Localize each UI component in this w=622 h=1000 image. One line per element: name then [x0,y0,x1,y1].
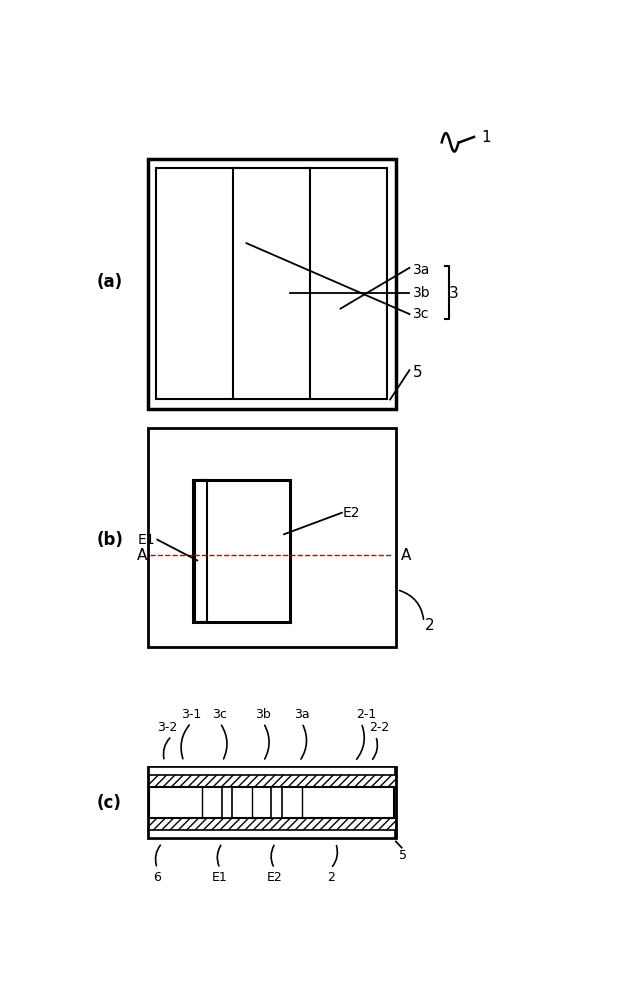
Text: 3a: 3a [294,708,310,721]
Text: 3: 3 [449,286,458,301]
Text: 3-1: 3-1 [182,708,202,721]
Text: 3c: 3c [213,708,228,721]
Bar [147,158,396,409]
Bar [149,787,394,818]
Text: 2: 2 [425,618,434,633]
Text: 3-2: 3-2 [157,721,177,734]
Bar [147,767,396,838]
Bar [156,168,388,399]
Text: 3c: 3c [413,307,429,321]
Bar [195,480,207,622]
Bar [147,428,396,647]
Text: 2-1: 2-1 [356,708,377,721]
Text: E1: E1 [212,871,228,884]
Text: (c): (c) [97,794,122,812]
Text: 5: 5 [399,849,407,862]
Text: E1: E1 [138,533,156,547]
Text: 6: 6 [154,871,161,884]
Text: 3a: 3a [413,263,430,277]
Text: 3b: 3b [256,708,271,721]
Text: (a): (a) [97,273,123,291]
Bar [222,787,233,818]
Bar [147,767,396,838]
Text: E2: E2 [343,506,360,520]
Text: 3b: 3b [413,286,430,300]
Text: 2: 2 [327,871,335,884]
Text: E2: E2 [267,871,282,884]
Text: 2-2: 2-2 [369,721,389,734]
Text: (b): (b) [97,531,124,549]
Bar [149,767,395,774]
Text: A: A [401,548,411,563]
Text: 5: 5 [413,365,422,380]
Bar [193,480,290,622]
Bar [271,787,282,818]
Text: 1: 1 [481,130,491,145]
Bar [149,830,395,838]
Text: A: A [137,548,147,563]
